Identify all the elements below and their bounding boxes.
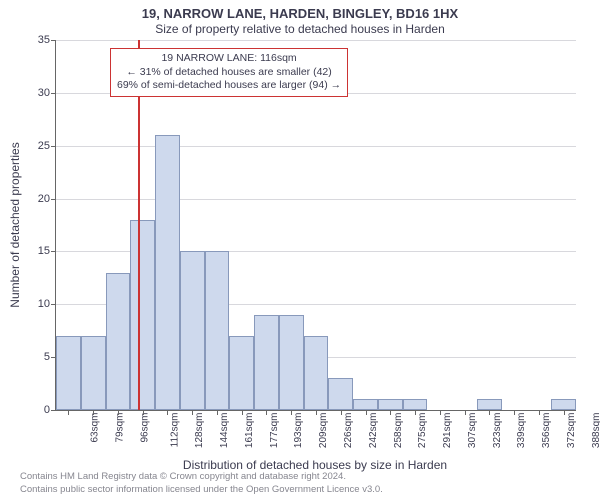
- xtick-label: 96sqm: [139, 413, 150, 443]
- xtick-label: 372sqm: [566, 413, 577, 449]
- xtick-mark: [68, 410, 69, 415]
- xtick-label: 258sqm: [393, 413, 404, 449]
- xtick-label: 339sqm: [516, 413, 527, 449]
- histogram-bar: [130, 220, 155, 410]
- gridline: [56, 199, 576, 200]
- footer-attribution: Contains HM Land Registry data © Crown c…: [20, 471, 383, 496]
- histogram-bar: [205, 251, 230, 410]
- footer-line2: Contains public sector information licen…: [20, 484, 383, 496]
- xtick-mark: [291, 410, 292, 415]
- xtick-label: 388sqm: [591, 413, 600, 449]
- ytick-label: 15: [28, 245, 50, 257]
- histogram-bar: [106, 273, 131, 410]
- annotation-line2: ← 31% of detached houses are smaller (42…: [117, 66, 341, 80]
- xtick-label: 193sqm: [294, 413, 305, 449]
- annotation-box: 19 NARROW LANE: 116sqm← 31% of detached …: [110, 48, 348, 97]
- ytick-mark: [51, 40, 56, 41]
- ytick-label: 35: [28, 34, 50, 46]
- ytick-mark: [51, 93, 56, 94]
- footer-line1: Contains HM Land Registry data © Crown c…: [20, 471, 383, 483]
- xtick-mark: [390, 410, 391, 415]
- xtick-label: 112sqm: [169, 413, 180, 448]
- histogram-bar: [304, 336, 329, 410]
- xtick-mark: [242, 410, 243, 415]
- xtick-mark: [514, 410, 515, 415]
- chart-container: 0510152025303563sqm79sqm96sqm112sqm128sq…: [55, 40, 575, 410]
- histogram-bar: [229, 336, 254, 410]
- histogram-bar: [328, 378, 353, 410]
- ytick-label: 5: [28, 351, 50, 363]
- xtick-mark: [93, 410, 94, 415]
- xtick-label: 275sqm: [417, 413, 428, 449]
- xtick-label: 291sqm: [442, 413, 453, 449]
- xtick-mark: [440, 410, 441, 415]
- gridline: [56, 40, 576, 41]
- ytick-mark: [51, 146, 56, 147]
- ytick-label: 25: [28, 140, 50, 152]
- annotation-line1: 19 NARROW LANE: 116sqm: [117, 52, 341, 66]
- xtick-mark: [192, 410, 193, 415]
- histogram-bar: [56, 336, 81, 410]
- xtick-mark: [415, 410, 416, 415]
- histogram-bar: [279, 315, 304, 410]
- ytick-label: 20: [28, 193, 50, 205]
- xtick-mark: [167, 410, 168, 415]
- xtick-mark: [366, 410, 367, 415]
- ytick-label: 10: [28, 298, 50, 310]
- plot-area: 0510152025303563sqm79sqm96sqm112sqm128sq…: [55, 40, 576, 411]
- chart-title-main: 19, NARROW LANE, HARDEN, BINGLEY, BD16 1…: [0, 6, 600, 21]
- histogram-bar: [254, 315, 279, 410]
- xtick-label: 323sqm: [492, 413, 503, 449]
- chart-title-sub: Size of property relative to detached ho…: [0, 22, 600, 36]
- ytick-label: 30: [28, 87, 50, 99]
- xtick-label: 63sqm: [90, 413, 101, 443]
- xtick-label: 161sqm: [244, 413, 255, 449]
- histogram-bar: [551, 399, 576, 410]
- histogram-bar: [403, 399, 428, 410]
- histogram-bar: [81, 336, 106, 410]
- xtick-label: 128sqm: [195, 413, 206, 449]
- xtick-label: 356sqm: [541, 413, 552, 449]
- xtick-label: 177sqm: [269, 413, 280, 449]
- xtick-label: 226sqm: [343, 413, 354, 449]
- xtick-label: 307sqm: [467, 413, 478, 449]
- histogram-bar: [378, 399, 403, 410]
- gridline: [56, 146, 576, 147]
- ytick-mark: [51, 199, 56, 200]
- ytick-label: 0: [28, 404, 50, 416]
- xtick-mark: [217, 410, 218, 415]
- histogram-bar: [477, 399, 502, 410]
- annotation-line3: 69% of semi-detached houses are larger (…: [117, 79, 341, 93]
- histogram-bar: [180, 251, 205, 410]
- ytick-mark: [51, 304, 56, 305]
- xtick-label: 144sqm: [219, 413, 230, 449]
- xtick-mark: [539, 410, 540, 415]
- xtick-label: 209sqm: [318, 413, 329, 449]
- xtick-mark: [564, 410, 565, 415]
- xtick-mark: [489, 410, 490, 415]
- xtick-mark: [266, 410, 267, 415]
- xtick-mark: [143, 410, 144, 415]
- y-axis-label: Number of detached properties: [8, 142, 22, 307]
- xtick-mark: [465, 410, 466, 415]
- xtick-mark: [341, 410, 342, 415]
- x-axis-label: Distribution of detached houses by size …: [55, 458, 575, 472]
- ytick-mark: [51, 410, 56, 411]
- histogram-bar: [353, 399, 378, 410]
- histogram-bar: [155, 135, 180, 410]
- xtick-label: 242sqm: [368, 413, 379, 449]
- ytick-mark: [51, 251, 56, 252]
- xtick-label: 79sqm: [115, 413, 126, 443]
- xtick-mark: [118, 410, 119, 415]
- xtick-mark: [316, 410, 317, 415]
